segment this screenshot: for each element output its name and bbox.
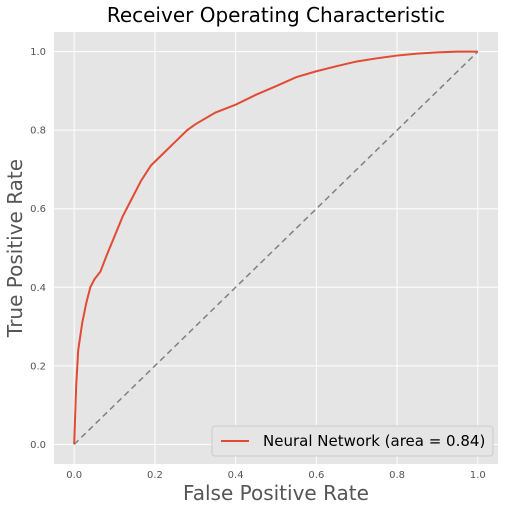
x-tick-label: 0.2 [147,470,163,481]
y-tick-label: 1.0 [30,47,46,58]
tick-labels: 0.0 0.2 0.4 0.6 0.8 1.0 0.0 0.2 0.4 0.6 0.8 1.0 [30,47,486,481]
x-tick-label: 1.0 [470,470,486,481]
y-tick-label: 0.6 [30,204,46,215]
legend-box [211,425,494,457]
roc-curve-line [73,50,478,445]
y-tick-label: 0.8 [30,126,46,137]
legend-label-neural-network: Neural Network (area = 0.84) [263,432,485,450]
chance-diagonal-line [73,51,479,445]
x-tick-label: 0.0 [66,470,82,481]
y-tick-label: 0.0 [30,440,46,451]
x-tick-label: 0.6 [308,470,324,481]
x-tick-label: 0.8 [389,470,405,481]
x-axis-label: False Positive Rate [183,481,369,505]
chart-title: Receiver Operating Characteristic [107,3,445,27]
legend: Neural Network (area = 0.84) [211,425,494,457]
y-axis-label: True Positive Rate [3,159,27,338]
y-tick-label: 0.2 [30,361,46,372]
x-tick-label: 0.4 [228,470,244,481]
y-tick-label: 0.4 [30,283,46,294]
series-layer [73,50,479,445]
